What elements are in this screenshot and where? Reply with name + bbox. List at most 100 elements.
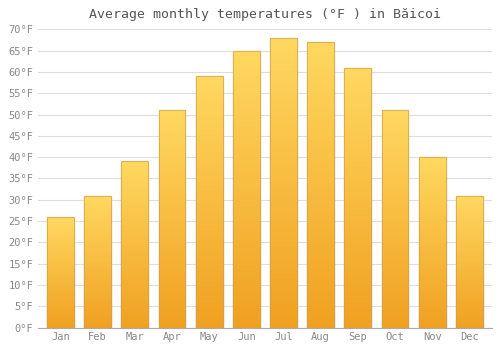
Bar — [382, 299, 408, 301]
Bar — [419, 247, 446, 249]
Bar — [233, 294, 260, 297]
Bar — [233, 178, 260, 181]
Bar — [158, 288, 186, 290]
Bar — [47, 217, 74, 328]
Bar — [47, 218, 74, 219]
Bar — [158, 184, 186, 186]
Bar — [382, 117, 408, 119]
Bar — [382, 182, 408, 184]
Bar — [196, 245, 222, 247]
Bar — [233, 242, 260, 244]
Bar — [47, 300, 74, 301]
Bar — [382, 297, 408, 299]
Bar — [122, 185, 148, 186]
Bar — [233, 275, 260, 278]
Title: Average monthly temperatures (°F ) in Băicoi: Average monthly temperatures (°F ) in Bă… — [89, 8, 441, 21]
Bar — [419, 322, 446, 324]
Bar — [270, 64, 297, 67]
Bar — [270, 61, 297, 64]
Bar — [196, 172, 222, 174]
Bar — [196, 260, 222, 262]
Bar — [419, 299, 446, 300]
Bar — [419, 302, 446, 304]
Bar — [47, 262, 74, 263]
Bar — [456, 250, 482, 251]
Bar — [344, 146, 371, 148]
Bar — [344, 281, 371, 284]
Bar — [308, 133, 334, 136]
Bar — [122, 250, 148, 251]
Bar — [47, 225, 74, 226]
Bar — [196, 227, 222, 230]
Bar — [84, 243, 111, 244]
Bar — [233, 272, 260, 275]
Bar — [456, 258, 482, 259]
Bar — [47, 263, 74, 264]
Bar — [419, 241, 446, 242]
Bar — [158, 189, 186, 191]
Bar — [344, 213, 371, 216]
Bar — [84, 306, 111, 308]
Bar — [84, 229, 111, 230]
Bar — [456, 236, 482, 238]
Bar — [308, 96, 334, 99]
Bar — [196, 157, 222, 159]
Bar — [419, 236, 446, 237]
Bar — [122, 180, 148, 181]
Bar — [84, 235, 111, 236]
Bar — [122, 198, 148, 200]
Bar — [233, 112, 260, 114]
Bar — [419, 161, 446, 162]
Bar — [122, 276, 148, 278]
Bar — [419, 173, 446, 174]
Bar — [47, 275, 74, 276]
Bar — [122, 196, 148, 198]
Bar — [84, 208, 111, 209]
Bar — [196, 199, 222, 202]
Bar — [47, 320, 74, 321]
Bar — [233, 170, 260, 173]
Bar — [158, 323, 186, 326]
Bar — [158, 147, 186, 149]
Bar — [196, 313, 222, 315]
Bar — [456, 309, 482, 310]
Bar — [419, 214, 446, 215]
Bar — [158, 319, 186, 321]
Bar — [84, 322, 111, 323]
Bar — [270, 275, 297, 278]
Bar — [196, 177, 222, 179]
Bar — [84, 296, 111, 297]
Bar — [382, 136, 408, 139]
Bar — [84, 214, 111, 215]
Bar — [382, 143, 408, 145]
Bar — [233, 136, 260, 139]
Bar — [233, 92, 260, 95]
Bar — [344, 262, 371, 265]
Bar — [344, 257, 371, 260]
Bar — [456, 254, 482, 255]
Bar — [158, 312, 186, 314]
Bar — [233, 228, 260, 231]
Bar — [122, 225, 148, 226]
Bar — [233, 73, 260, 76]
Bar — [308, 102, 334, 105]
Bar — [419, 227, 446, 229]
Bar — [344, 122, 371, 125]
Bar — [456, 265, 482, 267]
Bar — [196, 179, 222, 182]
Bar — [382, 308, 408, 310]
Bar — [308, 273, 334, 276]
Bar — [308, 322, 334, 325]
Bar — [158, 160, 186, 162]
Bar — [84, 276, 111, 277]
Bar — [47, 302, 74, 303]
Bar — [270, 165, 297, 168]
Bar — [233, 236, 260, 239]
Bar — [47, 227, 74, 228]
Bar — [270, 322, 297, 324]
Bar — [84, 297, 111, 299]
Bar — [84, 271, 111, 272]
Bar — [308, 282, 334, 285]
Bar — [47, 226, 74, 227]
Bar — [47, 261, 74, 262]
